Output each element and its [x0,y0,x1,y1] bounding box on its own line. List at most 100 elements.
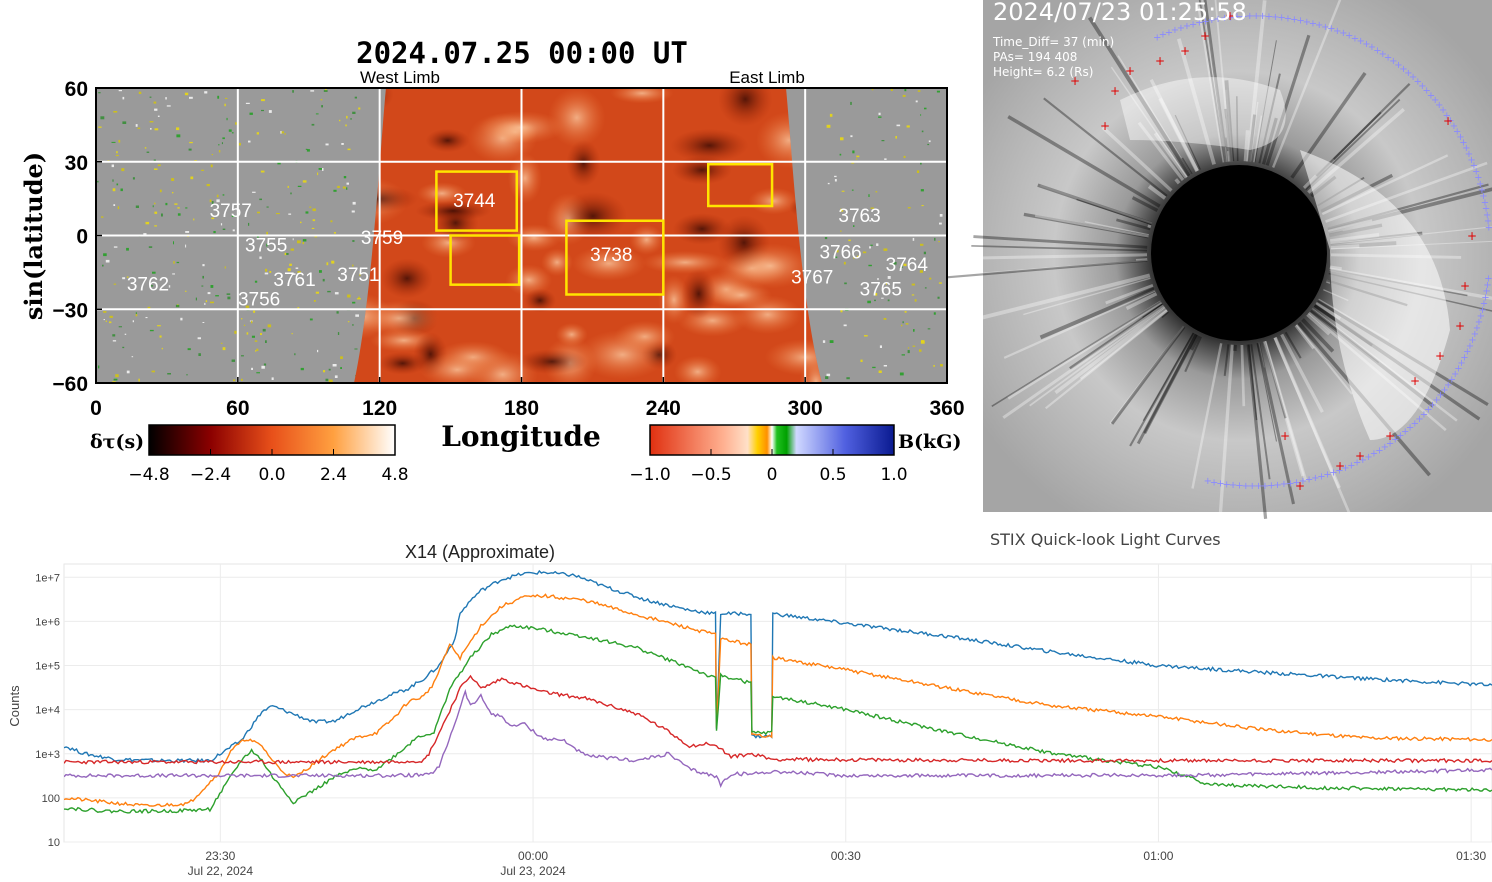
cme-marker: + [1435,349,1445,363]
fit-marker: + [1473,323,1481,334]
helio-blob [541,248,574,277]
magnetogram-speck [300,367,304,371]
magnetogram-speck [312,219,316,222]
magnetogram-speck [309,318,313,321]
corona-streak [1256,342,1296,505]
magnetogram-speck [901,354,905,356]
magnetogram-speck [840,208,844,212]
magnetogram-speck [318,168,323,170]
fit-marker: + [1327,24,1335,35]
magnetogram-speck [122,96,125,100]
stix-y-tick-label: 1e+7 [35,572,60,584]
fit-marker: + [1373,45,1381,56]
corona-streak [1184,336,1202,373]
magnetogram-speck [933,365,935,367]
magnetogram-speck [297,185,302,187]
magnetogram-speck [176,127,180,131]
coronagraph-timestamp: 2024/07/23 01:25:58 [993,0,1247,26]
magnetogram-speck [352,301,356,304]
magnetogram-speck [311,227,315,229]
magnetogram-speck [325,378,329,382]
magnetogram-speck [152,271,156,274]
corona-streak [1265,34,1311,166]
fit-marker: + [1201,16,1209,27]
magnetogram-speck [161,347,163,350]
magnetogram-speck [321,105,323,108]
stix-series-line-4 [64,674,1492,765]
magnetogram-speck [256,348,259,351]
fit-marker: + [1254,481,1262,492]
cbar-right-ticks: −1.0 −0.5 0 0.5 1.0 [629,449,908,485]
magnetogram-speck [920,114,922,116]
fit-marker: + [1265,11,1273,22]
magnetogram-speck [241,355,244,357]
magnetogram-speck [906,125,910,128]
magnetogram-speck [328,379,333,383]
east-limb-label: East Limb [729,68,805,87]
magnetogram-speck [354,96,357,99]
magnetogram-speck [917,90,921,92]
cor-line-1: Time_Diff= 37 (min) [992,35,1114,49]
magnetogram-speck [222,194,225,196]
magnetogram-speck [893,261,897,265]
magnetogram-speck [911,294,915,296]
magnetogram-speck [151,370,155,373]
magnetogram-speck [351,210,355,213]
magnetogram-speck [287,185,289,188]
magnetogram-speck [202,264,205,267]
magnetogram-speck [841,190,845,192]
magnetogram-speck [157,164,161,167]
magnetogram-speck [280,131,282,134]
magnetogram-speck [284,133,286,135]
magnetogram-speck [825,376,829,379]
corona-streak [1039,287,1156,340]
map-y-tick-label: 0 [76,226,88,249]
magnetogram-speck [870,207,875,209]
magnetogram-speck [205,300,208,303]
magnetogram-speck [131,356,134,358]
magnetogram-speck [884,158,887,160]
region-label: 3766 [819,243,861,264]
cme-marker: + [1455,319,1465,333]
magnetogram-speck [204,302,206,305]
corona-streak [973,235,1148,249]
magnetogram-speck [103,311,107,313]
corona-streak [1129,332,1195,447]
magnetogram-speck [322,168,324,171]
corona-streak [1087,16,1192,177]
magnetogram-speck [902,321,904,324]
magnetogram-speck [231,132,234,134]
magnetogram-speck [346,182,349,185]
magnetogram-speck [245,102,250,104]
fit-marker: + [1296,16,1304,27]
corona-streak [1295,324,1353,395]
magnetogram-speck [881,297,884,299]
fit-marker: + [1482,286,1490,297]
cbar-left-ticks: −4.8 −2.4 0.0 2.4 4.8 [128,449,409,485]
magnetogram-speck [346,115,348,119]
fit-marker: + [1267,480,1275,491]
magnetogram-speck [929,277,932,280]
stix-y-tick-label: 10 [48,837,60,849]
farside-title: 2024.07.25 00:00 UT [356,36,688,70]
magnetogram-speck [135,205,139,208]
cme-marker: + [1125,64,1135,78]
cme-marker: + [1443,114,1453,128]
magnetogram-speck [150,128,152,130]
magnetogram-speck [868,264,872,267]
fit-marker: + [1478,305,1486,316]
fit-marker: + [1284,13,1292,24]
magnetogram-speck [194,160,197,162]
magnetogram-speck [356,298,361,300]
cme-marker: + [1335,459,1345,473]
magnetogram-speck [337,185,340,188]
magnetogram-speck [285,253,289,255]
magnetogram-speck [288,213,292,215]
magnetogram-speck [112,340,117,342]
magnetogram-speck [231,215,236,217]
fit-marker: + [1317,471,1325,482]
region-label: 3763 [838,206,880,227]
magnetogram-speck [177,213,181,216]
corona-streak [1142,332,1195,422]
magnetogram-speck [874,299,876,302]
